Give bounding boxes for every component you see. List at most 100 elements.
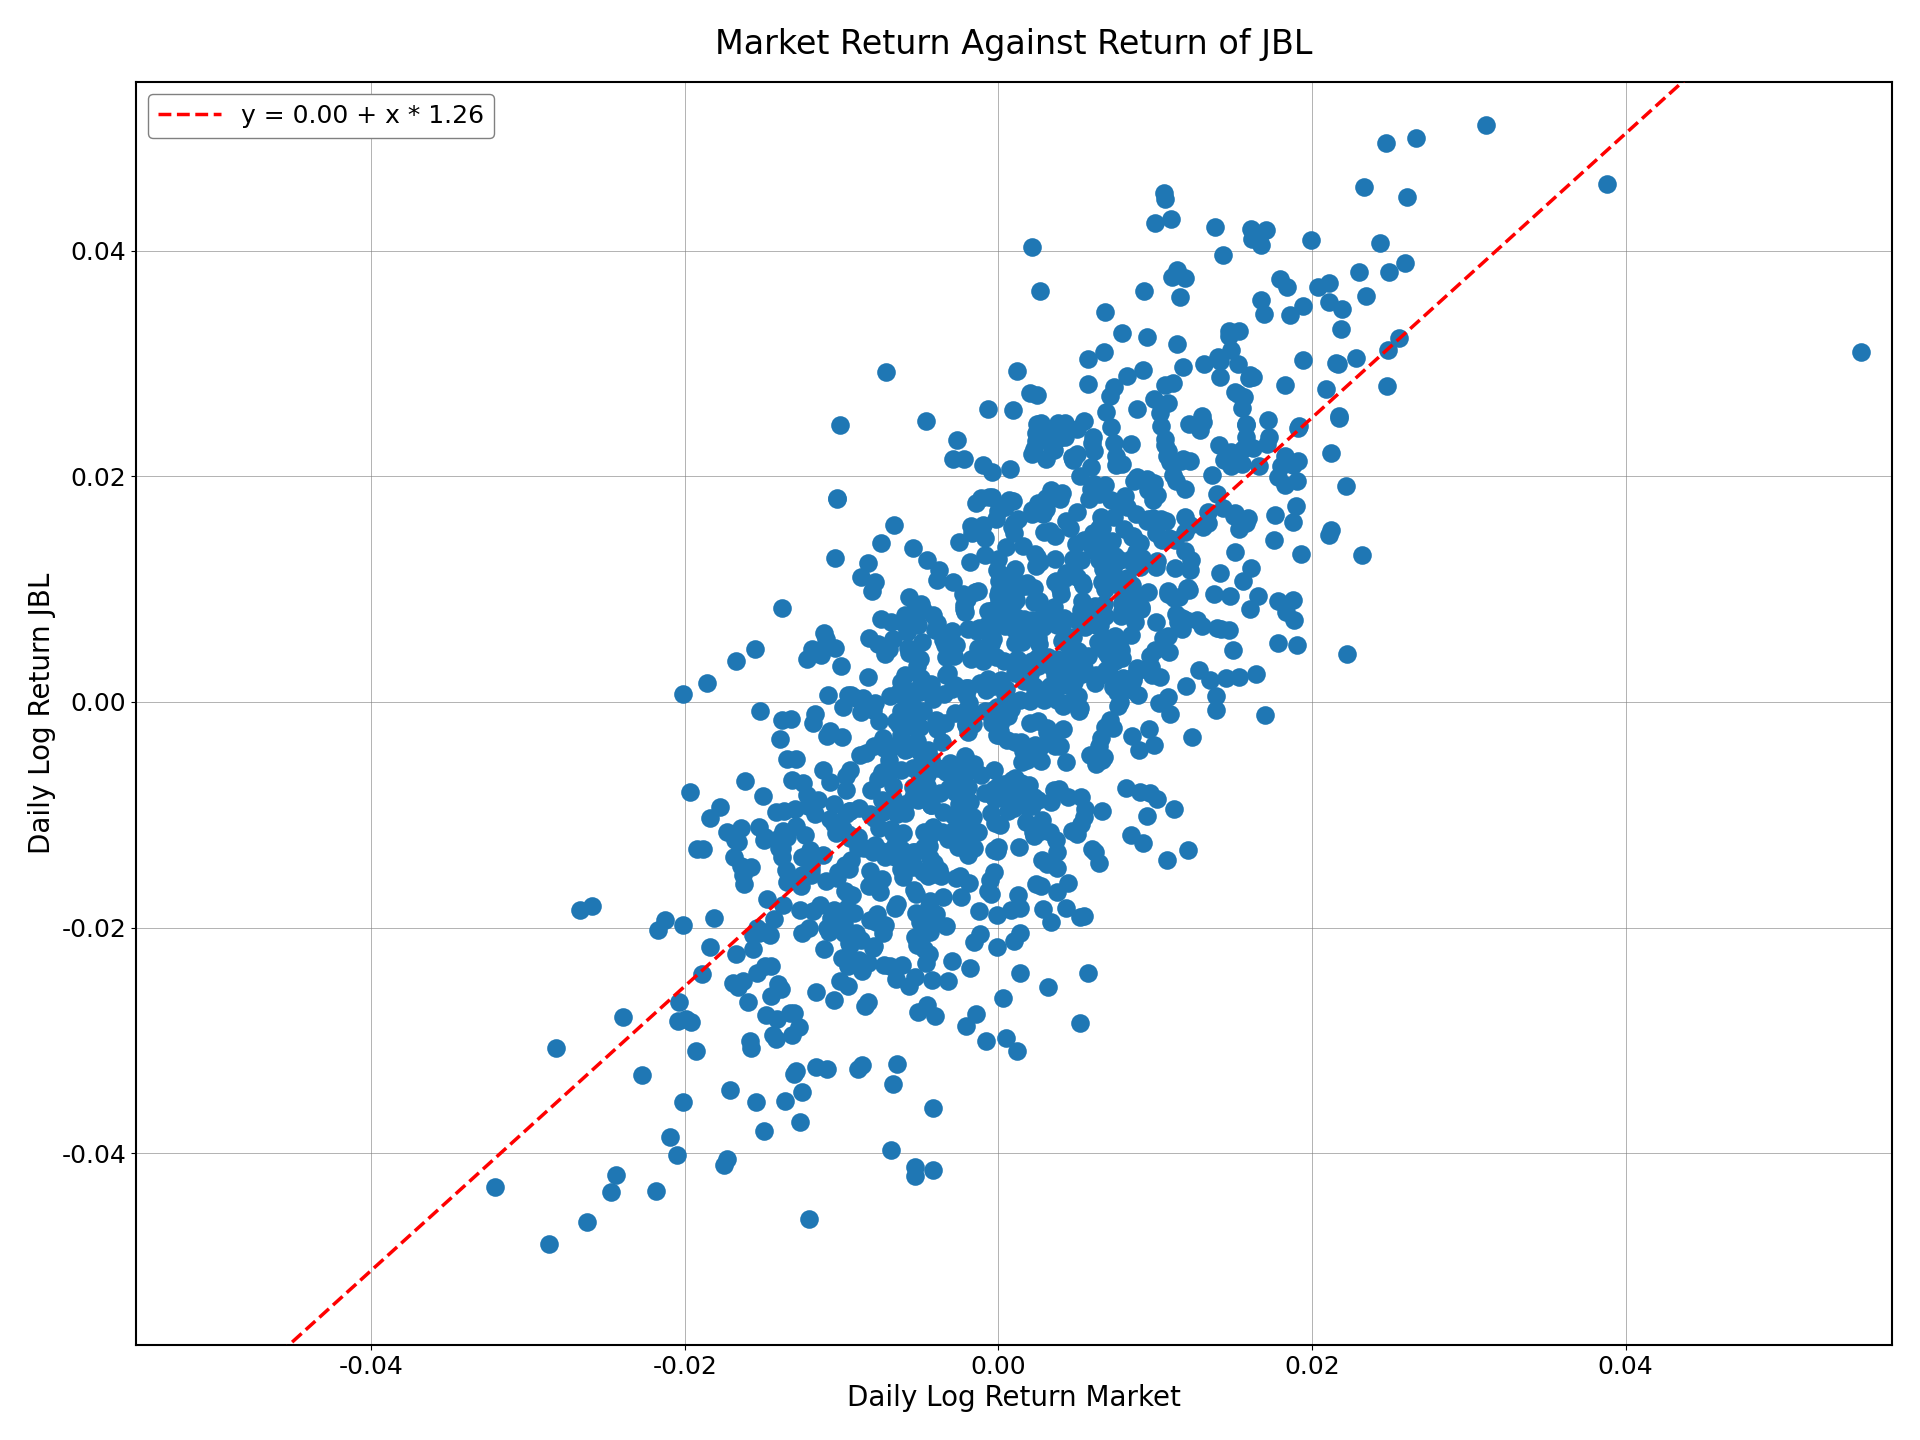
Point	[1117, 573, 1148, 596]
Point	[1286, 348, 1317, 372]
Point	[879, 845, 910, 868]
Point	[893, 621, 924, 644]
Point	[968, 513, 998, 536]
Point	[1146, 507, 1177, 530]
Point	[1091, 301, 1121, 324]
Point	[1235, 598, 1265, 621]
Point	[870, 360, 900, 383]
Point	[1035, 520, 1066, 543]
Point	[1119, 469, 1150, 492]
Point	[735, 1030, 766, 1053]
Point	[1025, 736, 1056, 759]
Point	[1208, 243, 1238, 266]
Point	[983, 835, 1014, 858]
Point	[877, 628, 908, 651]
Point	[968, 649, 998, 672]
Point	[845, 929, 876, 952]
Point	[1094, 626, 1125, 649]
Point	[979, 778, 1010, 801]
Point	[933, 661, 964, 684]
Point	[1215, 455, 1246, 478]
Point	[950, 829, 981, 852]
Point	[993, 704, 1023, 727]
Point	[737, 937, 768, 960]
Point	[1325, 317, 1356, 340]
Point	[973, 638, 1004, 661]
Point	[1031, 716, 1062, 739]
Point	[1096, 488, 1127, 511]
Point	[799, 900, 829, 923]
Point	[891, 603, 922, 626]
Point	[1098, 505, 1129, 528]
Point	[1196, 464, 1227, 487]
Point	[601, 1164, 632, 1187]
Point	[887, 684, 918, 707]
Point	[1050, 510, 1081, 533]
Point	[902, 935, 933, 958]
Point	[1152, 685, 1183, 708]
Point	[989, 683, 1020, 706]
Point	[1187, 405, 1217, 428]
Point	[687, 837, 718, 860]
Point	[1091, 400, 1121, 423]
Point	[751, 955, 781, 978]
Point	[1219, 380, 1250, 403]
Point	[983, 570, 1014, 593]
Point	[1052, 871, 1083, 894]
Point	[1069, 528, 1100, 552]
Point	[1131, 510, 1162, 533]
Point	[1235, 217, 1265, 240]
Point	[956, 647, 987, 670]
Point	[1044, 577, 1075, 600]
Point	[960, 1002, 991, 1025]
Point	[1091, 567, 1121, 590]
Point	[741, 962, 772, 985]
Point	[1281, 495, 1311, 518]
Point	[534, 1233, 564, 1256]
Point	[958, 703, 989, 726]
Point	[1313, 524, 1344, 547]
Point	[766, 596, 797, 619]
Point	[1004, 649, 1035, 672]
Point	[1102, 694, 1133, 717]
Point	[1016, 662, 1046, 685]
Point	[1171, 609, 1202, 632]
Point	[1219, 540, 1250, 563]
Point	[1081, 753, 1112, 776]
Point	[952, 677, 983, 700]
Point	[795, 854, 826, 877]
Point	[900, 706, 931, 729]
Point	[1052, 626, 1083, 649]
Point	[801, 1056, 831, 1079]
Point	[1139, 471, 1169, 494]
Point	[1085, 600, 1116, 624]
Point	[1215, 585, 1246, 608]
Point	[1025, 412, 1056, 435]
Point	[866, 608, 897, 631]
Point	[1087, 570, 1117, 593]
Point	[1075, 456, 1106, 480]
Point	[1000, 557, 1031, 580]
Point	[943, 815, 973, 838]
Point	[900, 598, 931, 621]
Point	[977, 711, 1008, 734]
Point	[929, 711, 960, 734]
Point	[843, 796, 874, 819]
Point	[1252, 408, 1283, 431]
Point	[720, 943, 751, 966]
Point	[948, 583, 979, 606]
Point	[726, 816, 756, 840]
Point	[1079, 841, 1110, 864]
Point	[877, 821, 908, 844]
Point	[973, 397, 1004, 420]
Point	[1125, 556, 1156, 579]
Point	[1073, 644, 1104, 667]
Point	[918, 968, 948, 991]
Point	[851, 742, 881, 765]
Point	[1244, 455, 1275, 478]
Point	[952, 588, 983, 611]
Point	[1020, 554, 1050, 577]
Point	[845, 743, 876, 766]
Point	[1025, 279, 1056, 302]
Point	[1081, 600, 1112, 624]
